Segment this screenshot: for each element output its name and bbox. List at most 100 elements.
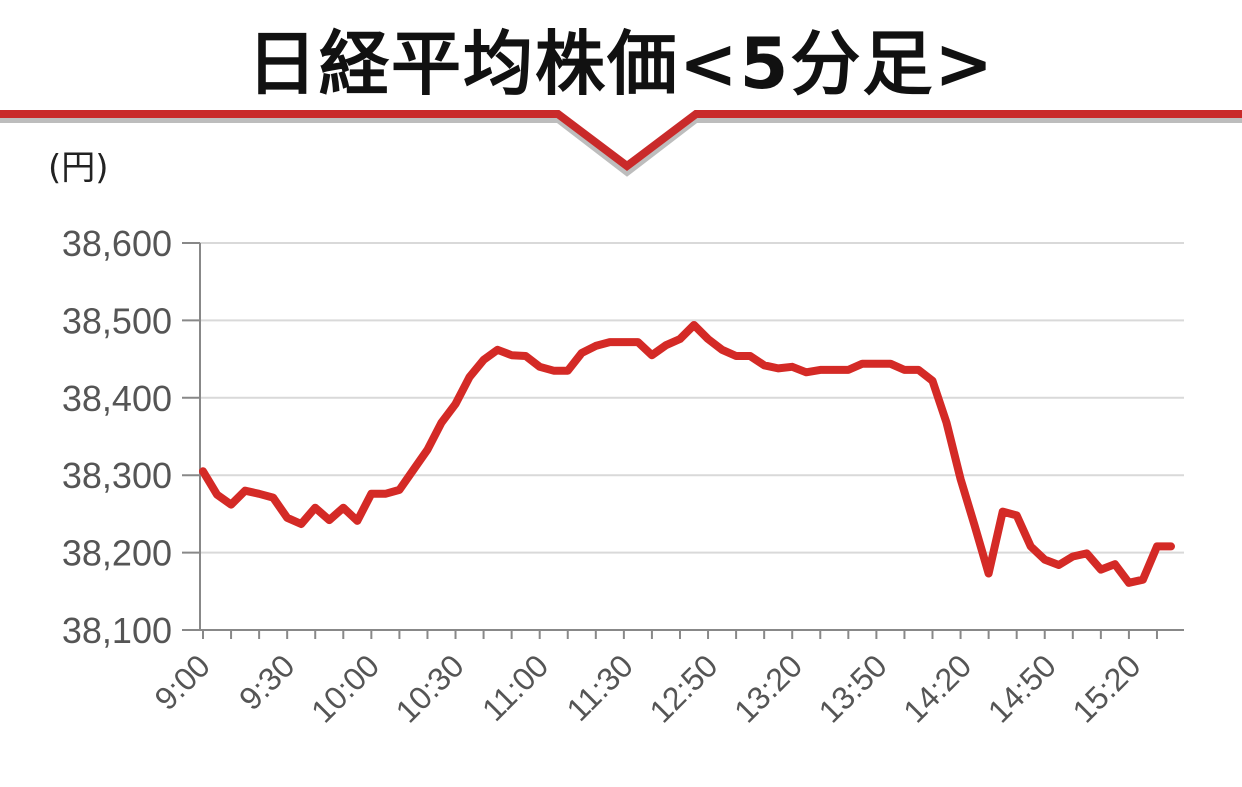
data-point [1097, 566, 1105, 574]
data-point [213, 491, 221, 499]
data-point [634, 338, 642, 346]
data-point [1041, 556, 1049, 564]
data-point [760, 361, 768, 369]
data-point [732, 352, 740, 360]
data-point [367, 490, 375, 498]
x-tick-label: 9:00 [147, 647, 216, 716]
data-point [283, 514, 291, 522]
data-point [872, 360, 880, 368]
data-point [746, 352, 754, 360]
data-point [1027, 542, 1035, 550]
data-point [466, 373, 474, 381]
data-point [802, 368, 810, 376]
data-point [311, 504, 319, 512]
y-tick-label: 38,200 [62, 533, 172, 574]
data-point [788, 363, 796, 371]
data-point [690, 321, 698, 329]
series-line [199, 321, 1175, 587]
data-point [522, 352, 530, 360]
data-point [844, 366, 852, 374]
y-tick-label: 38,300 [62, 455, 172, 496]
data-point [1069, 552, 1077, 560]
data-point [1111, 560, 1119, 568]
data-point [662, 341, 670, 349]
header-rule-shadow [0, 117, 1242, 177]
data-point [676, 335, 684, 343]
data-point [648, 351, 656, 359]
data-point [339, 504, 347, 512]
data-point [1139, 576, 1147, 584]
data-point [999, 508, 1007, 516]
data-point [452, 400, 460, 408]
data-point [1013, 511, 1021, 519]
data-point [957, 475, 965, 483]
y-tick-label: 38,600 [62, 223, 172, 264]
header-rule [0, 110, 1242, 177]
data-point [886, 360, 894, 368]
x-tick-label: 11:00 [475, 647, 555, 727]
y-axis-unit: (円) [48, 148, 109, 188]
data-point [1055, 561, 1063, 569]
data-point [1083, 549, 1091, 557]
data-point [227, 501, 235, 509]
data-point [423, 446, 431, 454]
x-tick-label: 9:30 [232, 647, 301, 716]
data-point [550, 367, 558, 375]
series-group [199, 321, 1175, 587]
x-tick-label: 14:20 [896, 647, 978, 729]
data-point [409, 466, 417, 474]
data-point [1125, 579, 1133, 587]
y-tick-label: 38,500 [62, 300, 172, 341]
x-tick-label: 14:50 [981, 647, 1063, 729]
data-point [929, 377, 937, 385]
axes [182, 242, 1184, 639]
x-tick-labels: 9:00 9:30 10:00 10:30 11:00 11:30 12:50 13:20 13… [147, 647, 1147, 729]
data-point [620, 338, 628, 346]
header-rule-line [0, 110, 1242, 172]
data-point [269, 494, 277, 502]
data-point [592, 342, 600, 350]
data-point [1167, 542, 1175, 550]
data-point [830, 366, 838, 374]
data-point [971, 522, 979, 530]
x-tick-label: 15:20 [1065, 647, 1147, 729]
x-tick-label: 10:00 [304, 647, 386, 729]
data-point [774, 364, 782, 372]
data-point [381, 490, 389, 498]
data-point [480, 356, 488, 364]
x-tick-label: 12:50 [642, 647, 724, 729]
data-point [606, 338, 614, 346]
header: 日経平均株価<5分足> [0, 0, 1242, 180]
data-point [578, 349, 586, 357]
x-tick-label: 10:30 [389, 647, 471, 729]
data-point [718, 346, 726, 354]
data-point [943, 419, 951, 427]
y-tick-label: 38,100 [62, 610, 172, 651]
x-tick-label: 13:20 [727, 647, 809, 729]
data-point [255, 490, 263, 498]
data-point [564, 367, 572, 375]
data-point [199, 467, 207, 475]
y-tick-label: 38,400 [62, 378, 172, 419]
data-point [704, 335, 712, 343]
data-point [536, 363, 544, 371]
chart-title: 日経平均株価<5分足> [246, 23, 995, 105]
data-point [437, 419, 445, 427]
data-point [325, 516, 333, 524]
data-point [508, 351, 516, 359]
data-point [494, 346, 502, 354]
data-point [1153, 542, 1161, 550]
data-point [858, 360, 866, 368]
data-point [985, 569, 993, 577]
data-point [395, 486, 403, 494]
data-point [353, 517, 361, 525]
x-tick-label: 13:50 [812, 647, 894, 729]
data-point [900, 366, 908, 374]
x-tick-label: 11:30 [560, 647, 640, 727]
y-tick-labels: 38,100 38,200 38,300 38,400 38,500 38,600 [62, 223, 172, 651]
data-point [297, 520, 305, 528]
data-point [241, 487, 249, 495]
grid-lines [200, 242, 1184, 554]
data-point [816, 366, 824, 374]
